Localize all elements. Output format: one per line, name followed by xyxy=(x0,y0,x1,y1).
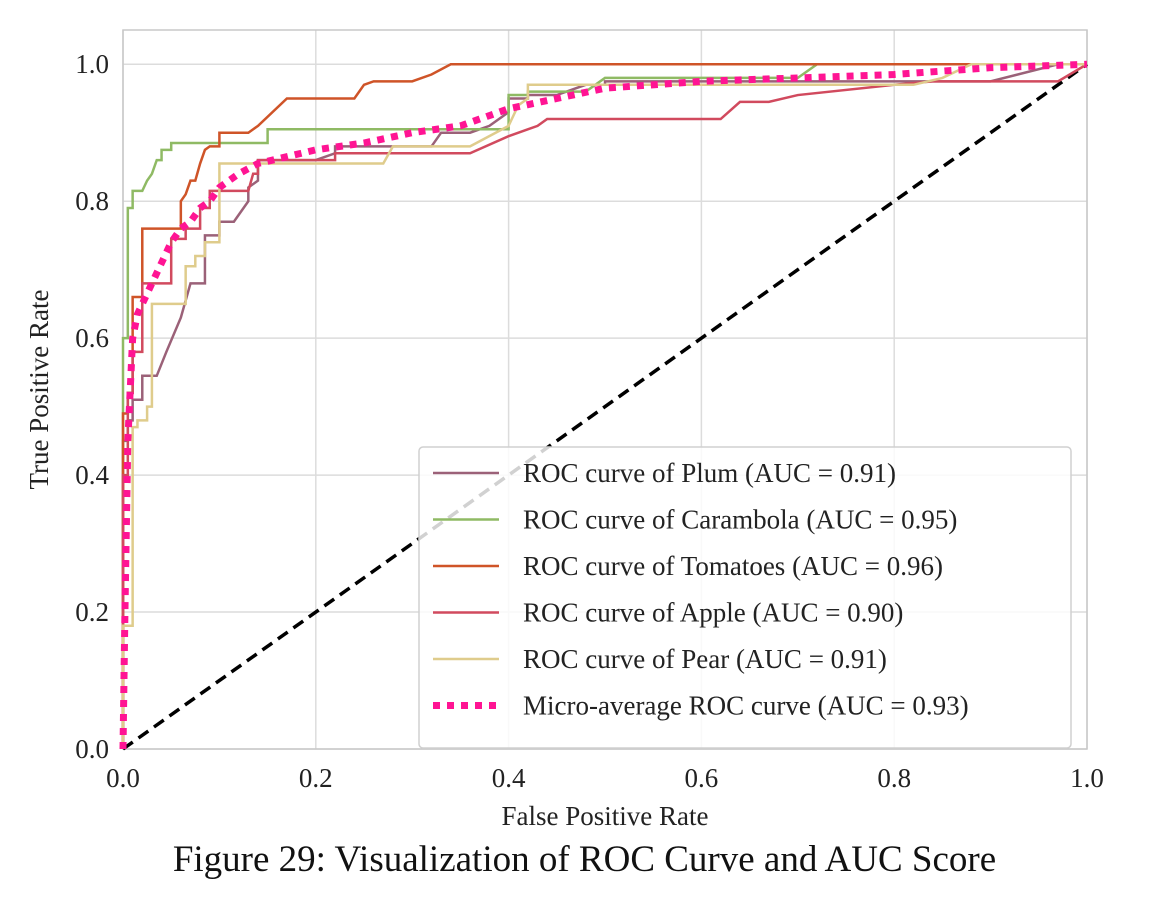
x-axis-label: False Positive Rate xyxy=(502,801,709,831)
x-axis-ticks: 0.0 0.2 0.4 0.6 0.8 1.0 xyxy=(106,763,1104,793)
x-tick-label: 0.4 xyxy=(492,763,526,793)
legend-entry-5: Micro-average ROC curve (AUC = 0.93) xyxy=(523,691,969,721)
roc-chart: 0.0 0.2 0.4 0.6 0.8 1.0 0.0 0.2 0.4 0.6 0.8 1.0 Fa… xyxy=(24,29,1104,831)
legend-entry-0: ROC curve of Plum (AUC = 0.91) xyxy=(523,458,896,488)
legend-entry-2: ROC curve of Tomatoes (AUC = 0.96) xyxy=(523,551,943,581)
series-line-3 xyxy=(121,63,1088,749)
y-axis-label: True Positive Rate xyxy=(24,289,54,489)
legend-box xyxy=(418,446,1072,749)
reference-diagonal-line xyxy=(121,62,1089,751)
legend-entry-1: ROC curve of Carambola (AUC = 0.95) xyxy=(523,505,957,535)
figure-caption: Figure 29: Visualization of ROC Curve an… xyxy=(172,839,997,880)
series-layer xyxy=(119,60,1089,751)
series-line-4 xyxy=(121,62,1087,749)
series-line-2 xyxy=(121,62,1087,749)
legend-entry-4: ROC curve of Pear (AUC = 0.91) xyxy=(523,644,887,674)
legend-entry-3: ROC curve of Apple (AUC = 0.90) xyxy=(523,598,903,628)
y-axis-ticks: 0.0 0.2 0.4 0.6 0.8 1.0 xyxy=(75,49,109,764)
y-tick-label: 0.6 xyxy=(75,323,109,353)
y-tick-label: 0.8 xyxy=(75,186,109,216)
series-line-5 xyxy=(119,60,1088,750)
x-tick-label: 0.2 xyxy=(299,763,333,793)
y-tick-label: 0.2 xyxy=(75,597,109,627)
x-tick-label: 0.8 xyxy=(877,763,911,793)
x-tick-label: 0.6 xyxy=(685,763,719,793)
y-tick-label: 0.4 xyxy=(75,460,109,490)
x-tick-label: 0.0 xyxy=(106,763,140,793)
legend: ROC curve of Plum (AUC = 0.91) ROC curve … xyxy=(418,446,1072,749)
y-tick-label: 1.0 xyxy=(75,49,109,79)
x-tick-label: 1.0 xyxy=(1070,763,1104,793)
y-tick-label: 0.0 xyxy=(75,734,109,764)
